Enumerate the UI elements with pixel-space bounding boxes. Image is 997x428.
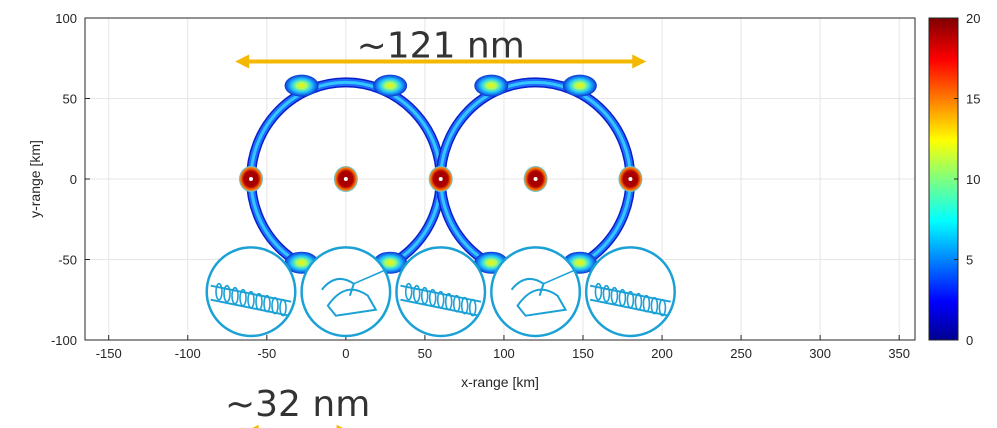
filament-coil [279,298,287,317]
filament-medallion [584,246,676,338]
x-tick-label: 300 [809,346,831,361]
x-tick-label: -100 [175,346,201,361]
filament-coil [468,298,477,317]
filament-coil [420,286,429,305]
hotspot-center [438,177,443,181]
filament-coil [223,284,231,303]
annotation-arrow-head-left [252,424,259,428]
myosin-lever-shape [510,277,545,297]
colorbar-tick-label: 10 [966,172,980,187]
y-tick-label: 0 [70,172,77,187]
filament-coil [247,290,255,309]
hotspot-center [533,177,538,181]
y-tick-label: 50 [63,92,77,107]
filament-coil [271,296,279,315]
filament-coil [231,286,239,305]
x-axis-label: x-range [km] [461,374,539,390]
x-tick-label: 150 [572,346,594,361]
filament-coil [263,294,271,313]
myosin-tail-shape [353,268,387,285]
annotations: ~121 nm ~32 nm [225,25,647,428]
filament-coil [650,296,659,315]
filament-coil [215,282,223,301]
intensity-lobe [562,74,597,97]
y-tick-label: 100 [55,11,77,26]
annotation-arrow-head-right [632,54,647,69]
x-tick-label: 350 [888,346,910,361]
intensity-lobe [474,74,509,97]
hotspot-center [628,177,633,181]
medallion-circle [300,246,392,338]
structure-illustrations [205,246,676,338]
annotation-arrow-head-right [336,424,344,428]
x-tick-label: 250 [730,346,752,361]
colorbar-tick-label: 0 [966,333,973,348]
colorbar-tick-label: 20 [966,11,980,26]
filament-coil [602,284,611,303]
x-tick-label: -150 [96,346,122,361]
filament-coil [658,298,667,317]
y-tick-label: -100 [51,333,77,348]
myosin-lever-shape [321,277,356,297]
myosin-head-medallion [490,246,582,338]
y-axis-label: y-range [km] [27,140,43,218]
x-tick-label: 100 [493,346,515,361]
filament-coil [460,296,469,315]
filament-coil [642,294,651,313]
x-tick-label: 50 [418,346,432,361]
colorbar-scale [928,17,959,341]
y-axis: -100 -50 0 50 100 [51,11,90,348]
annotation-label: ~121 nm [357,25,525,66]
annotation-arrow-head-left [235,54,250,69]
annotation-label: ~32 nm [225,384,370,425]
filament-coil [412,284,421,303]
filament-coil [452,294,461,313]
y-tick-label: -50 [58,253,77,268]
colorbar-tick-label: 15 [966,92,980,107]
colorbar-ticks: 0 5 10 15 20 [954,11,980,348]
hotspot-center [343,177,348,181]
filament-coil [634,292,643,311]
colorbar-tick-label: 5 [966,253,973,268]
filament-coil [255,292,263,311]
filament-coil [610,286,619,305]
hotspot-center [249,177,253,181]
filament-coil [428,288,437,307]
myosin-head-medallion [300,246,392,338]
x-axis: -150 -100 -50 0 50 100 150 200 250 300 350 [96,335,910,361]
filament-medallion [395,246,487,338]
filament-coil [239,288,247,307]
filament-coil [404,282,413,301]
filament-medallion [205,246,297,338]
myosin-head-shape [516,288,568,317]
filament-coil [626,290,635,309]
x-tick-label: -50 [257,346,276,361]
filament-coil [618,288,627,307]
myosin-tail-shape [543,268,577,285]
x-tick-label: 200 [651,346,673,361]
myosin-head-shape [326,288,378,317]
filament-coil [444,292,453,311]
intensity-lobe [284,74,319,97]
x-tick-label: 0 [342,346,349,361]
intensity-lobe [373,74,408,97]
colorbar: 0 5 10 15 20 [928,11,980,348]
filament-coil [436,290,445,309]
medallion-circle [490,246,582,338]
filament-coil [594,282,603,301]
